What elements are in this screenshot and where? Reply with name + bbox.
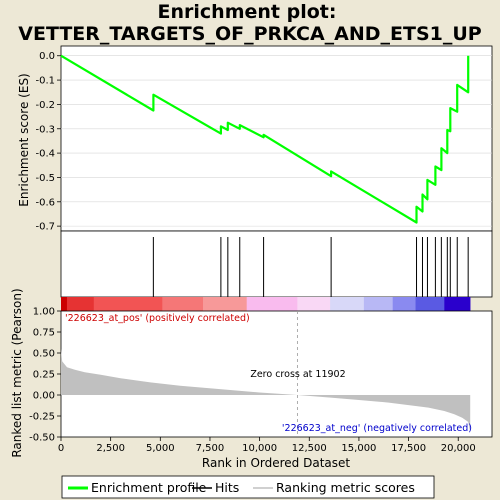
color-bar-segment [415,297,445,311]
metric-panel [60,310,493,438]
positive-correlation-label: '226623_at_pos' (positively correlated) [65,313,250,324]
es-y-tick-label: -0.5 [35,173,55,184]
legend: Enrichment profile Hits Ranking metric sco… [68,480,415,495]
metric-y-axis-ticks: 1.00 0.75 0.50 0.25 0.00 -0.25 -0.50 [29,307,61,444]
legend-label: Hits [215,480,239,495]
color-bar-segment [61,297,68,311]
metric-y-tick-label: -0.50 [29,433,55,444]
metric-y-axis-label: Ranked list metric (Pearson) [10,288,24,457]
color-bar-segment [203,297,248,311]
es-y-axis-label: Enrichment score (ES) [17,73,31,206]
enrichment-profile-polyline [60,54,470,224]
chart-title-line1: Enrichment plot: [158,1,337,23]
color-bar-segment [162,297,204,311]
color-bar-segment [246,297,298,311]
es-y-tick-label: -0.4 [35,149,55,160]
legend-label: Enrichment profile [91,480,207,495]
es-y-axis-ticks: 0.0 -0.1 -0.2 -0.3 -0.4 -0.5 -0.6 -0.7 [35,51,61,233]
es-y-tick-label: -0.7 [35,222,55,233]
metric-x-tick-label: 17,500 [391,443,426,454]
metric-y-tick-label: 0.75 [33,328,55,339]
metric-y-tick-label: 0.50 [33,349,55,360]
color-bar-segment [444,297,471,311]
metric-y-tick-label: 0.25 [33,370,55,381]
es-y-tick-label: -0.2 [35,100,55,111]
metric-x-tick-label: 2,500 [96,443,125,454]
color-bar-segment [363,297,393,311]
zero-cross-label: Zero cross at 11902 [250,369,345,380]
metric-x-axis-ticks: 0 2,500 5,000 7,500 10,000 12,500 15,000 17,500… [58,437,476,454]
metric-x-tick-label: 5,000 [146,443,175,454]
es-gridlines [61,55,492,227]
enrichment-profile-line [60,54,470,224]
chart-title-line2: VETTER_TARGETS_OF_PRKCA_AND_ETS1_UP [18,23,482,45]
color-bar-segment [392,297,416,311]
metric-x-tick-label: 0 [58,443,64,454]
metric-y-tick-label: -0.25 [29,412,55,423]
color-bar-segment [93,297,163,311]
metric-x-axis-label: Rank in Ordered Dataset [202,456,350,470]
metric-x-tick-label: 12,500 [292,443,327,454]
color-bar-segment [66,297,95,311]
hits-markers [152,237,469,297]
ranking-metric-fill [61,348,471,432]
metric-y-tick-label: 1.00 [33,307,55,318]
ranking-metric-area [61,348,471,432]
legend-box [61,475,435,499]
metric-x-tick-label: 15,000 [341,443,376,454]
es-y-tick-label: -0.1 [35,76,55,87]
es-y-tick-label: -0.3 [35,124,55,135]
hits-panel [60,230,493,298]
color-bar-segment [297,297,331,311]
metric-x-tick-label: 20,000 [441,443,476,454]
ranking-color-bar [61,297,471,311]
color-bar-segment [330,297,365,311]
negative-correlation-label: '226623_at_neg' (negatively correlated) [282,423,472,434]
metric-x-tick-label: 7,500 [196,443,225,454]
es-y-tick-label: 0.0 [39,51,55,62]
legend-label: Ranking metric scores [276,480,415,495]
metric-x-tick-label: 10,000 [242,443,277,454]
metric-y-tick-label: 0.00 [33,391,55,402]
es-panel [60,45,493,232]
es-y-tick-label: -0.6 [35,197,55,208]
